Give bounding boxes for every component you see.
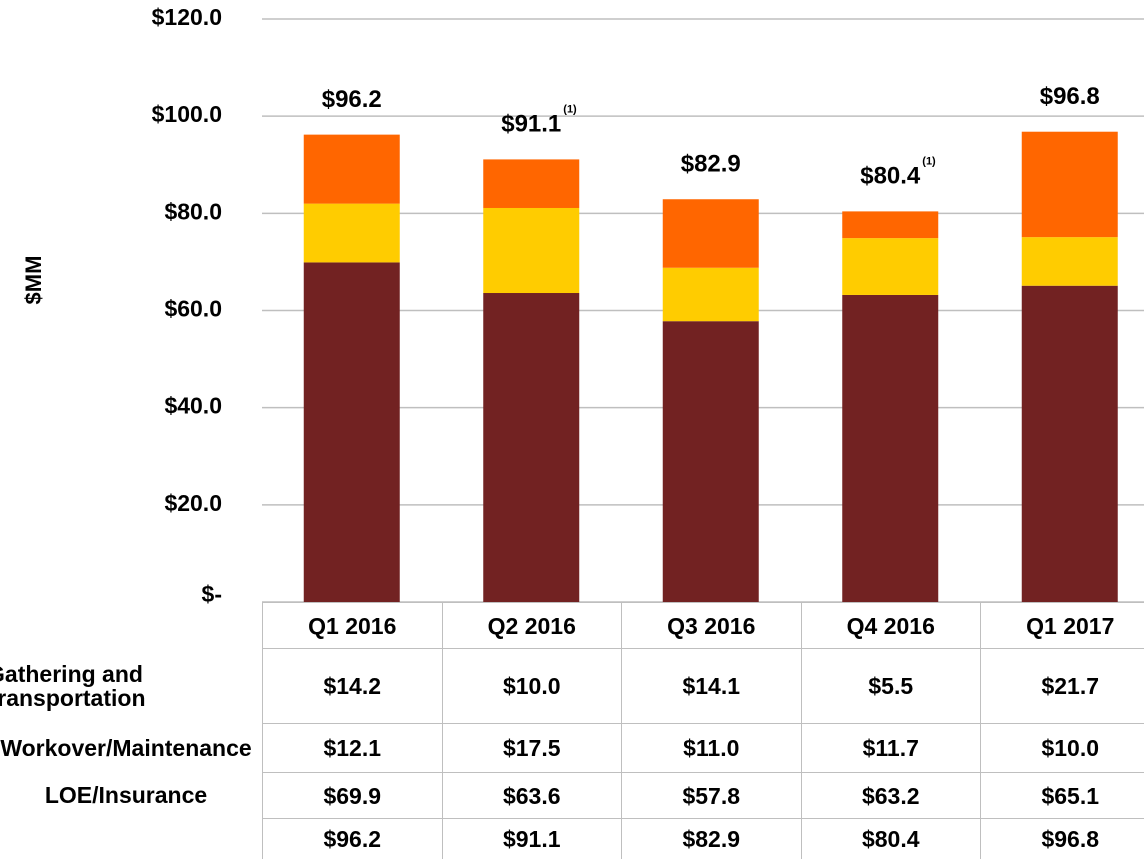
table-cell: $63.6	[441, 772, 622, 819]
table-cell: $21.7	[980, 648, 1144, 724]
table-total: $91.1	[441, 818, 622, 859]
table-header: Q4 2016	[800, 602, 981, 649]
table-cell: $10.0	[980, 723, 1144, 773]
bar-segment	[842, 211, 939, 239]
y-tick-label: $20.0	[164, 490, 222, 516]
total-label: $80.4	[860, 163, 921, 190]
y-tick-label: $40.0	[164, 393, 222, 419]
bar-segment	[303, 134, 400, 204]
table-cell: $14.1	[621, 648, 802, 724]
bar-segment	[1021, 131, 1118, 238]
bar-segment	[303, 262, 400, 602]
table-cell: $5.5	[800, 648, 981, 724]
table-cell: $57.8	[621, 772, 802, 819]
bar-segment	[483, 159, 580, 208]
y-tick-label: $60.0	[164, 296, 222, 322]
bar-segment	[662, 267, 759, 322]
table-cell: $17.5	[441, 723, 622, 773]
table-row-label: LOE/Insurance	[44, 782, 208, 808]
footnote: (1)	[922, 155, 936, 167]
total-label: $96.2	[322, 86, 382, 113]
y-axis-label: $MM	[21, 256, 46, 305]
table-header: Q3 2016	[621, 602, 802, 649]
table-row-label: Workover/Maintenance	[0, 734, 252, 761]
bar-segment	[1021, 285, 1118, 602]
bar-segment	[1021, 237, 1118, 286]
table-cell: $69.9	[262, 772, 443, 819]
table-cell: $12.1	[262, 723, 443, 773]
y-tick-label: $80.0	[164, 198, 222, 224]
table-cell: $10.0	[441, 648, 622, 724]
y-tick-label: $-	[202, 581, 222, 607]
bar-segment	[483, 207, 580, 294]
table-cell: $63.2	[800, 772, 981, 819]
table-cell: $14.2	[262, 648, 443, 724]
table-cell: $11.0	[621, 723, 802, 773]
bar-segment	[483, 293, 580, 602]
total-label: $96.8	[1040, 83, 1100, 110]
bar-segment	[842, 294, 939, 602]
table-total: $96.2	[262, 818, 443, 859]
table-total: $96.8	[980, 818, 1144, 859]
total-label: $91.1	[501, 111, 561, 138]
table-header: Q2 2016	[441, 602, 622, 649]
bar-segment	[662, 199, 759, 268]
table-cell: $65.1	[980, 772, 1144, 819]
table-row-label: Gathering and Transportation	[0, 660, 146, 711]
y-tick-label: $120.0	[152, 4, 222, 30]
total-label: $82.9	[681, 151, 741, 178]
bar-segment	[842, 238, 939, 295]
footnote: (1)	[563, 103, 577, 115]
bar-segment	[662, 321, 759, 602]
table-header: Q1 2016	[262, 602, 443, 649]
y-tick-label: $100.0	[152, 101, 222, 127]
table-total: $80.4	[800, 818, 981, 859]
table-cell: $11.7	[800, 723, 981, 773]
bar-segment	[303, 203, 400, 263]
table-total: $82.9	[621, 818, 802, 859]
table-header: Q1 2017	[980, 602, 1144, 649]
